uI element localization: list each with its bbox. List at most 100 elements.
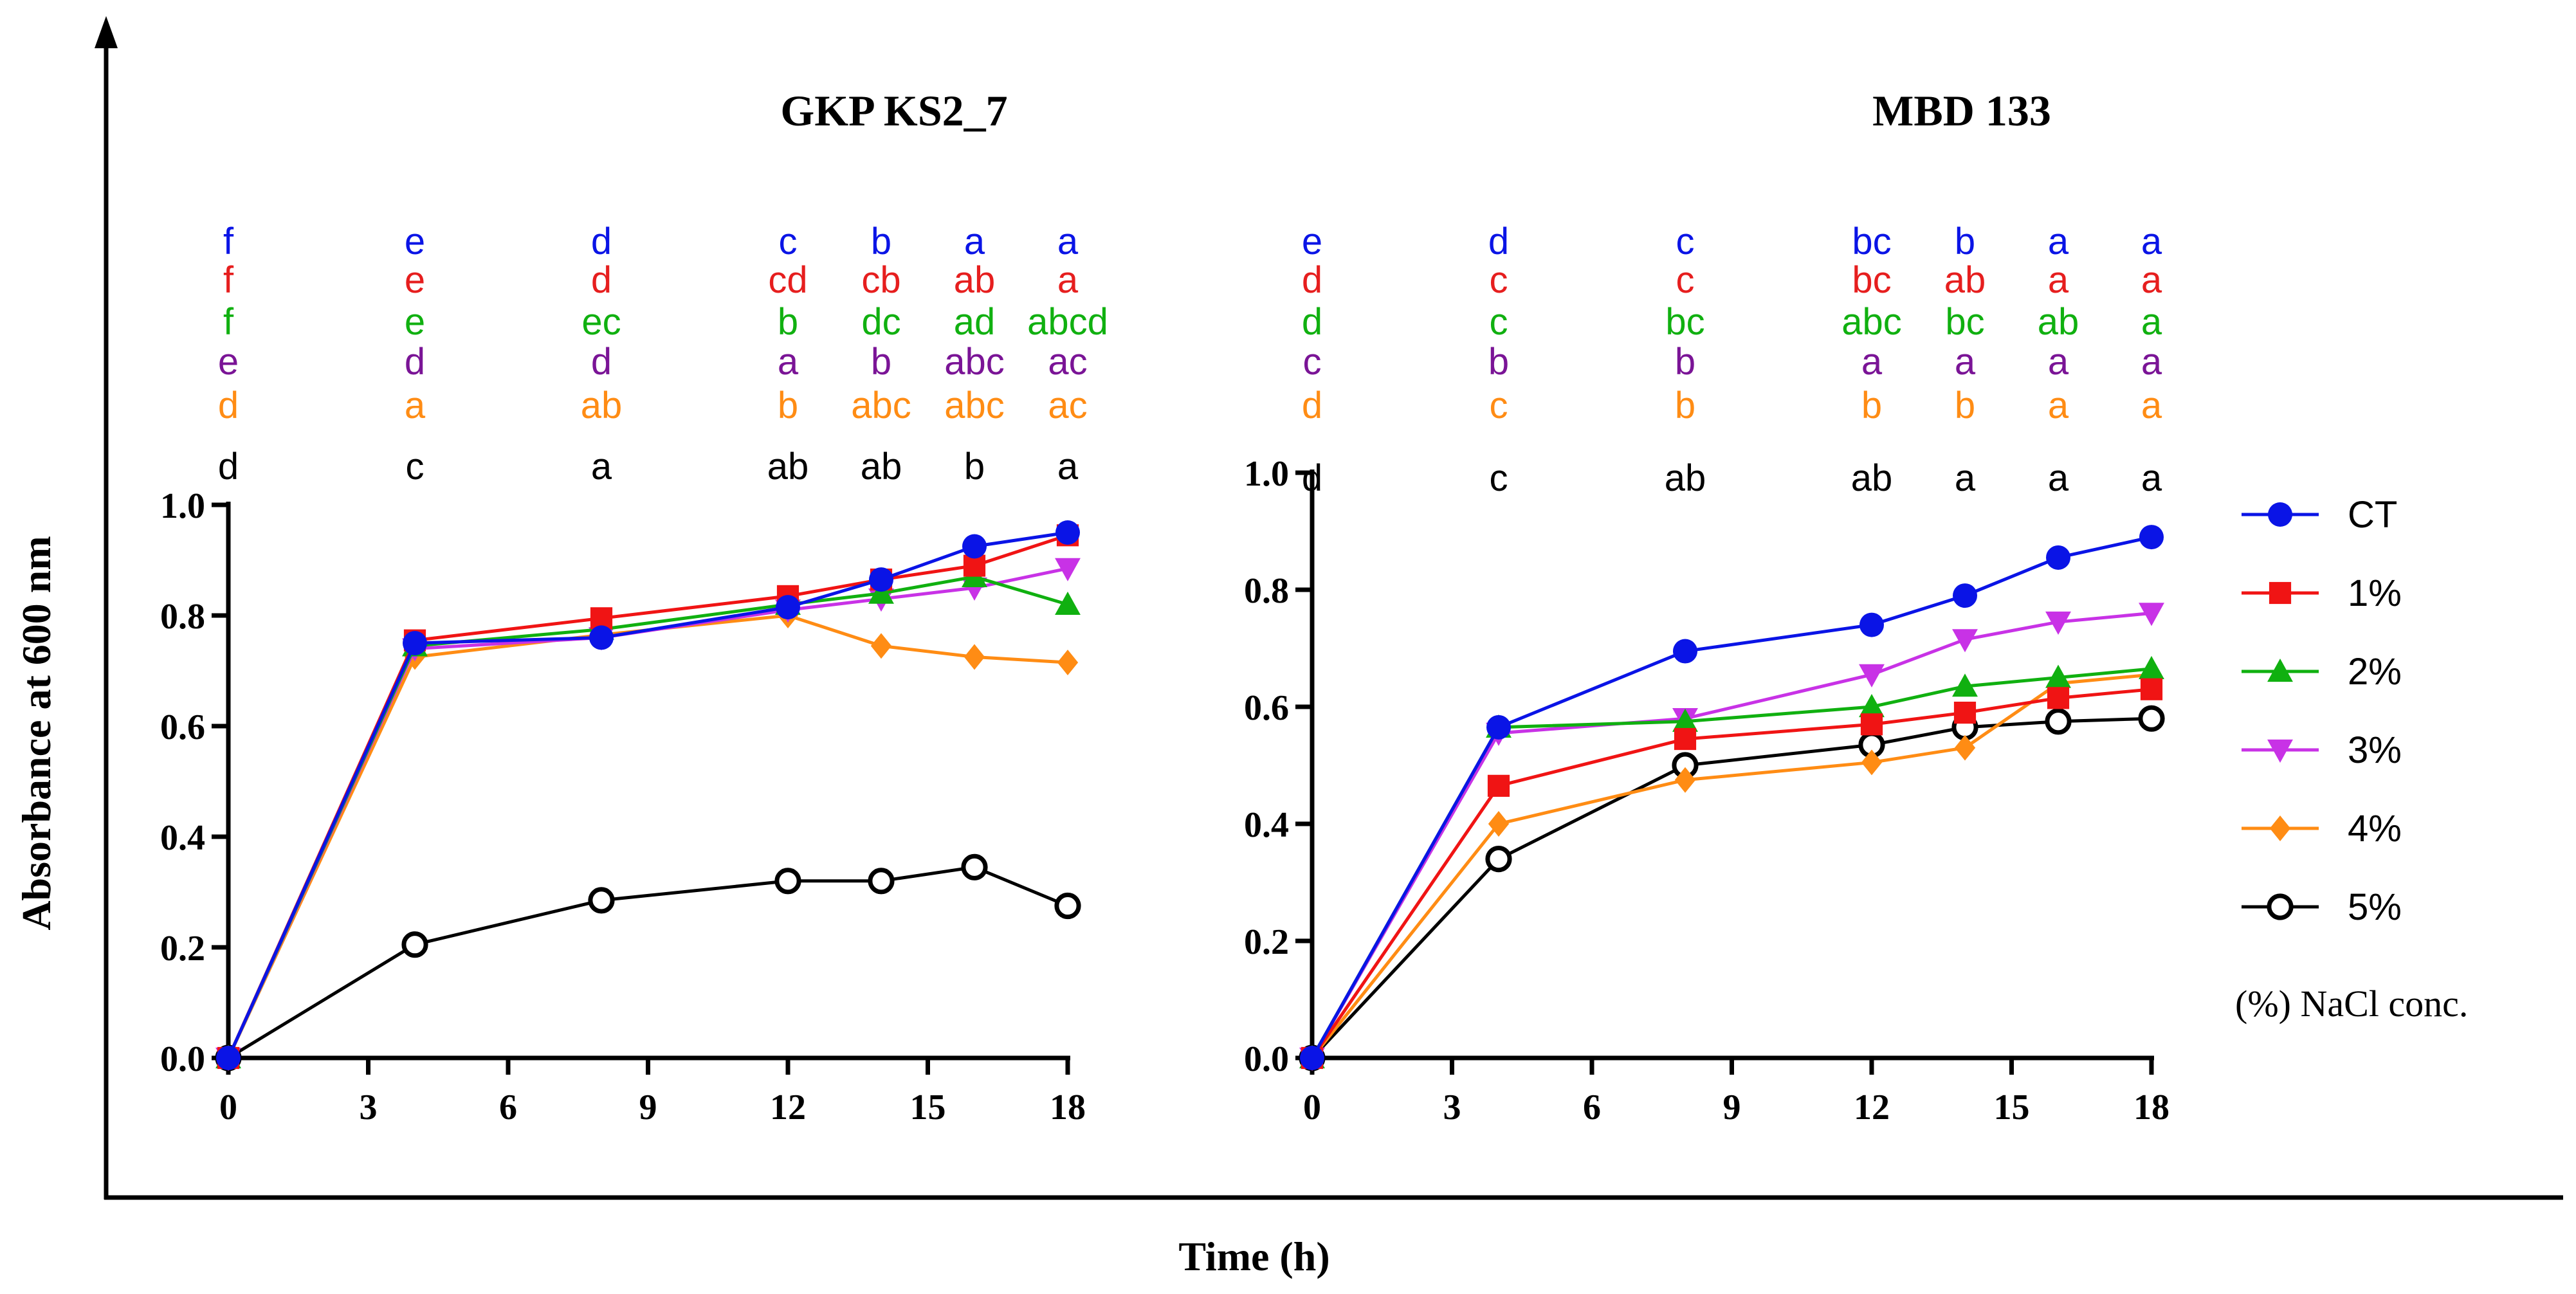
series-line xyxy=(226,614,1068,1059)
legend-label: 5% xyxy=(2348,886,2402,928)
legend-label: 2% xyxy=(2348,651,2402,693)
data-point xyxy=(961,853,988,880)
data-point xyxy=(962,534,987,559)
y-tick-label: 1.0 xyxy=(1244,454,1289,494)
significance-letter: d xyxy=(1302,259,1322,301)
significance-letter: c xyxy=(1490,301,1508,343)
series-ct xyxy=(216,520,1080,1070)
significance-letter: ab xyxy=(581,385,623,426)
significance-letter: d xyxy=(218,385,239,426)
series-line xyxy=(1310,688,2152,1059)
significance-letter: f xyxy=(223,259,234,301)
data-point xyxy=(964,644,985,670)
x-tick-label: 6 xyxy=(499,1088,517,1127)
data-point xyxy=(1300,1046,1324,1070)
significance-letter: b xyxy=(1955,385,1975,426)
data-point xyxy=(1488,811,1510,837)
data-point xyxy=(776,595,800,620)
data-point xyxy=(868,580,894,604)
legend-label: CT xyxy=(2348,494,2397,536)
significance-letter: dc xyxy=(861,301,900,343)
significance-letter: ac xyxy=(1048,341,1087,383)
x-tick-label: 0 xyxy=(1303,1088,1321,1127)
significance-letter: a xyxy=(778,341,799,383)
significance-letter: bc xyxy=(1945,301,1984,343)
significance-letter: a xyxy=(2141,301,2162,343)
data-point xyxy=(588,887,615,914)
significance-letter: a xyxy=(1955,457,1976,499)
significance-letter: b xyxy=(1675,341,1695,383)
letters-4pct: d a ab b abc abc ac xyxy=(218,385,1088,426)
letters-2pct: d c bc abc bc ab a xyxy=(1302,301,2162,343)
significance-letter: f xyxy=(223,221,234,262)
legend-marker xyxy=(2267,893,2294,920)
series-3pct xyxy=(215,558,1081,1071)
significance-letter: ab xyxy=(954,259,996,301)
significance-letter: d xyxy=(1302,301,1322,343)
legend-item: CT xyxy=(2242,494,2397,536)
y-tick-label: 0.4 xyxy=(160,818,205,858)
y-tick-label: 0.6 xyxy=(160,707,205,747)
data-point xyxy=(2139,525,2164,550)
y-tick-label: 1.0 xyxy=(160,486,205,526)
series-1pct xyxy=(1301,678,2163,1070)
significance-letter: ad xyxy=(954,301,996,343)
significance-letter: b xyxy=(1488,341,1509,383)
significance-letter: d xyxy=(1302,457,1322,499)
significance-letter: a xyxy=(2141,259,2162,301)
significance-letter: a xyxy=(2141,385,2162,426)
legend-marker xyxy=(2267,659,2293,682)
chart-title: MBD 133 xyxy=(1872,86,2051,135)
x-tick-label: 18 xyxy=(2133,1088,2170,1127)
data-point xyxy=(1859,612,1884,637)
legend-item: 1% xyxy=(2242,572,2402,614)
data-point xyxy=(2138,705,2165,732)
significance-letter: c xyxy=(406,446,425,488)
significance-letter: e xyxy=(405,259,425,301)
series-line xyxy=(1310,535,2152,1059)
series-ct xyxy=(1300,525,2164,1070)
significance-letter: a xyxy=(1057,446,1079,488)
letters-5pct: d c a ab ab b a xyxy=(218,446,1079,488)
legend-label: 3% xyxy=(2348,729,2402,771)
significance-letter: b xyxy=(1955,221,1975,262)
x-tick-label: 12 xyxy=(1854,1088,1890,1127)
chart-title: GKP KS2_7 xyxy=(780,86,1007,135)
x-tick-label: 15 xyxy=(910,1088,946,1127)
significance-letter: a xyxy=(2048,457,2069,499)
letters-3pct: e d d a b abc ac xyxy=(218,341,1088,383)
letters-5pct: d c ab ab a a a xyxy=(1302,457,2162,499)
data-point xyxy=(1055,558,1081,581)
significance-letter: bc xyxy=(1852,221,1891,262)
data-point xyxy=(2045,611,2071,635)
series-5pct xyxy=(215,853,1081,1071)
significance-letter: a xyxy=(2141,457,2162,499)
legend-item: 2% xyxy=(2242,651,2402,693)
y-tick-label: 0.0 xyxy=(1244,1039,1289,1079)
data-point xyxy=(869,567,893,592)
significance-letter: a xyxy=(2048,341,2069,383)
significance-letter: abc xyxy=(944,341,1005,383)
significance-letter: a xyxy=(2141,221,2162,262)
significance-letter: a xyxy=(1955,341,1976,383)
data-point xyxy=(1485,846,1512,873)
significance-letter: bc xyxy=(1852,259,1891,301)
significance-letter: d xyxy=(591,221,612,262)
x-tick-label: 12 xyxy=(770,1088,806,1127)
letters-1pct: d c c bc ab a a xyxy=(1302,259,2162,301)
significance-letter: d xyxy=(591,259,612,301)
significance-letter: d xyxy=(591,341,612,383)
significance-letter: a xyxy=(1057,221,1079,262)
significance-letter: c xyxy=(1490,457,1508,499)
data-point xyxy=(401,931,428,958)
data-point xyxy=(1674,727,1697,751)
x-tick-label: 18 xyxy=(1050,1088,1086,1127)
y-tick-label: 0.4 xyxy=(1244,805,1289,845)
y-tick-label: 0.6 xyxy=(1244,688,1289,728)
data-point xyxy=(1486,715,1511,740)
significance-letter: c xyxy=(1676,221,1695,262)
data-point xyxy=(774,868,801,895)
data-point xyxy=(2045,664,2071,688)
significance-letter: e xyxy=(1302,221,1322,262)
